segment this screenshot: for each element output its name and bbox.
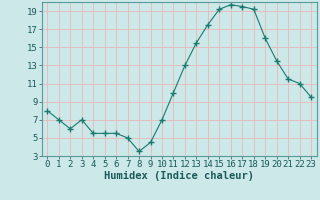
X-axis label: Humidex (Indice chaleur): Humidex (Indice chaleur) <box>104 171 254 181</box>
